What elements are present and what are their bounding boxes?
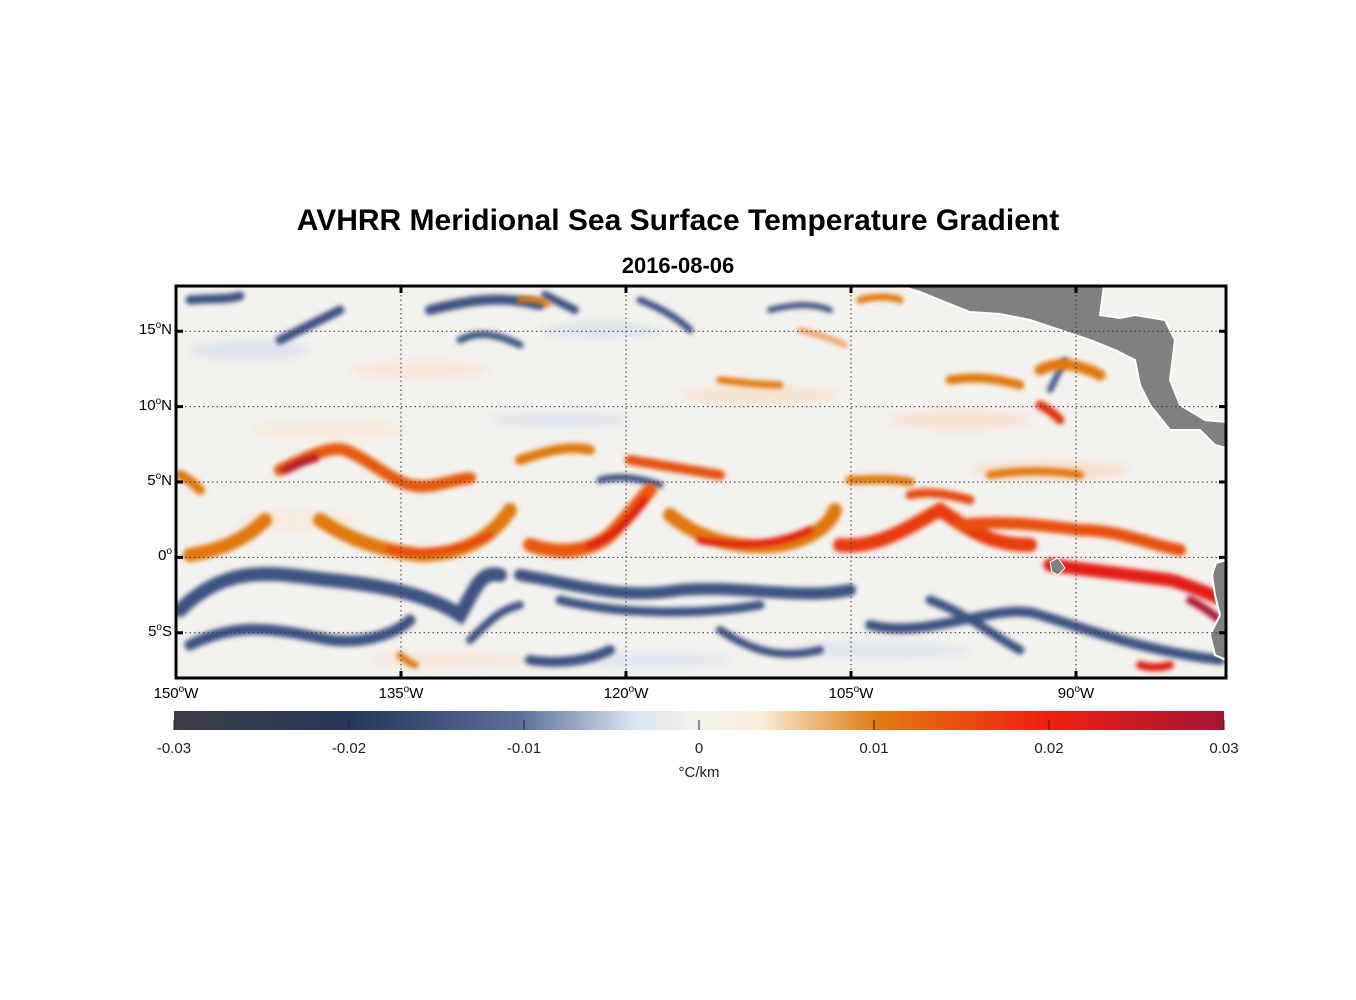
- colorbar-tick-label: -0.01: [506, 740, 542, 757]
- map-title: AVHRR Meridional Sea Surface Temperature…: [296, 204, 1060, 237]
- colorbar-tick-label: -0.02: [331, 740, 367, 757]
- colorbar-tick-label: -0.03: [156, 740, 192, 757]
- colorbar-tick-label: 0.02: [1034, 740, 1064, 757]
- colorbar-tick-label: 0: [694, 740, 704, 757]
- map-subtitle: 2016-08-06: [621, 253, 735, 278]
- colorbar-ticks: [173, 720, 1225, 730]
- colorbar-unit-label: °C/km: [678, 764, 720, 781]
- colorbar-tick-label: 0.01: [859, 740, 889, 757]
- lon-tick-label: 105oW: [828, 684, 874, 702]
- lat-tick-label: 10oN: [138, 395, 172, 414]
- land-mass: [899, 286, 1226, 662]
- positive-gradient-bands: [176, 293, 1226, 672]
- map-frame: [174, 284, 1228, 680]
- lon-tick-label: 150oW: [153, 684, 199, 702]
- colorbar-tick-label: 0.03: [1209, 740, 1239, 757]
- lat-tick-label: 5oS: [148, 621, 172, 640]
- lat-tick-label: 5oN: [147, 471, 172, 489]
- lat-tick-label: 15oN: [138, 320, 172, 339]
- lon-tick-label: 90oW: [1057, 684, 1095, 702]
- negative-gradient-bands: [176, 291, 1225, 667]
- lon-tick-label: 120oW: [603, 684, 649, 702]
- lon-tick-label: 135oW: [378, 684, 424, 702]
- lat-tick-label: 0o: [158, 546, 172, 565]
